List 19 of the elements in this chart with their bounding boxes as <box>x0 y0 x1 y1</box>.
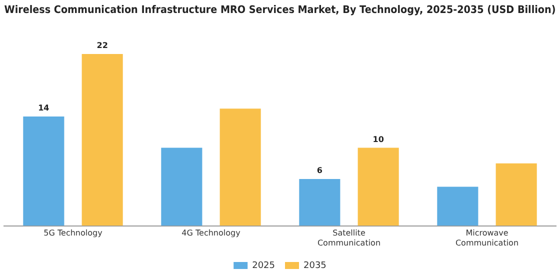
x-tick-label: 5G Technology <box>44 228 103 238</box>
data-label: 14 <box>38 104 50 113</box>
bar <box>161 148 202 226</box>
bar <box>23 116 64 226</box>
bar <box>358 148 399 226</box>
x-tick-label: 4G Technology <box>182 228 241 238</box>
data-label: 22 <box>96 41 108 50</box>
legend-label: 2035 <box>304 260 326 271</box>
bar <box>496 163 537 226</box>
data-label: 6 <box>316 166 323 176</box>
bar <box>299 178 340 226</box>
bar <box>220 108 261 226</box>
x-tick-label: Satellite Communication <box>317 228 381 248</box>
x-tick-label: Microwave Communication <box>455 228 519 248</box>
bar <box>82 54 123 226</box>
bar <box>437 186 478 226</box>
data-label: 10 <box>372 134 384 144</box>
chart-title: Wireless Communication Infrastructure MRO Services Market, By Technology, 2025-2035 (USD Billion) <box>4 4 556 16</box>
legend-label: 2025 <box>252 260 275 271</box>
